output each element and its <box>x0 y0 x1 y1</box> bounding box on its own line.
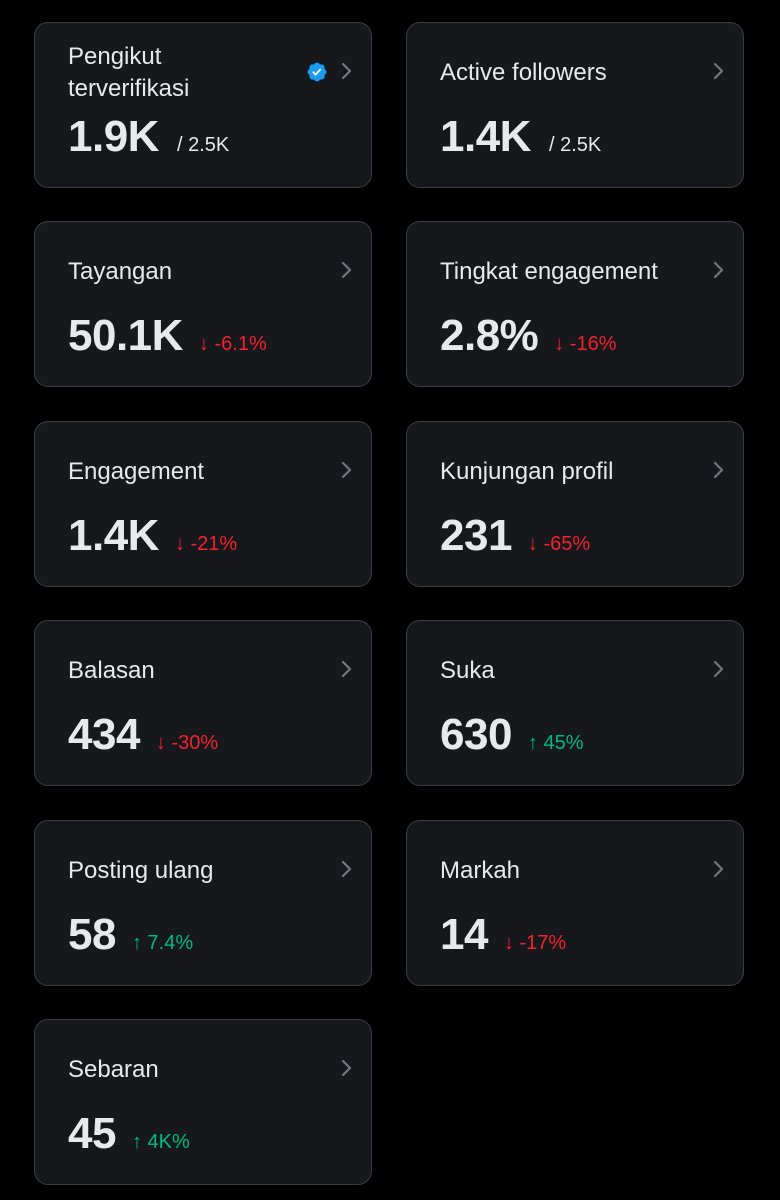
card-label: Suka <box>440 657 495 684</box>
card-value-row: 1.9K / 2.5K <box>68 113 229 161</box>
card-label: Sebaran <box>68 1056 159 1083</box>
chevron-right-icon <box>713 660 724 678</box>
card-label: Engagement <box>68 458 205 485</box>
card-balasan[interactable]: Balasan 434 ↓ -30% <box>34 620 372 786</box>
verified-badge-icon <box>307 62 327 82</box>
card-suka[interactable]: Suka 630 ↑ 45% <box>406 620 744 786</box>
chevron-right-icon <box>713 62 724 80</box>
card-value: 434 <box>68 710 140 759</box>
chevron-right-icon <box>713 261 724 279</box>
chevron-right-icon <box>341 62 352 80</box>
chevron-right-icon <box>713 860 724 878</box>
card-label: Pengikut terverifikasi <box>68 43 190 102</box>
card-value-row: 1.4K / 2.5K <box>440 113 601 161</box>
card-change: ↓ -30% <box>155 732 219 754</box>
card-change: ↓ -16% <box>554 333 617 355</box>
card-change: ↑ 4K% <box>131 1131 190 1153</box>
card-label: Tingkat engagement <box>440 258 658 285</box>
card-value: 1.4K <box>68 511 159 560</box>
card-value-row: 50.1K ↓ -6.1% <box>68 312 267 360</box>
chevron-right-icon <box>341 261 352 279</box>
card-tingkat-engagement[interactable]: Tingkat engagement 2.8% ↓ -16% <box>406 221 744 387</box>
card-kunjungan-profil[interactable]: Kunjungan profil 231 ↓ -65% <box>406 421 744 587</box>
card-value: 1.9K <box>68 112 159 161</box>
card-pengikut-terverifikasi[interactable]: Pengikut terverifikasi 1.9K / 2.5K <box>34 22 372 188</box>
card-active-followers[interactable]: Active followers 1.4K / 2.5K <box>406 22 744 188</box>
card-value: 50.1K <box>68 311 183 360</box>
card-value: 2.8% <box>440 311 539 360</box>
card-value: 45 <box>68 1109 116 1158</box>
chevron-right-icon <box>341 860 352 878</box>
card-markah[interactable]: Markah 14 ↓ -17% <box>406 820 744 986</box>
card-change: ↑ 7.4% <box>131 932 194 954</box>
card-posting-ulang[interactable]: Posting ulang 58 ↑ 7.4% <box>34 820 372 986</box>
card-value-row: 2.8% ↓ -16% <box>440 312 617 360</box>
card-value: 14 <box>440 910 488 959</box>
card-label: Active followers <box>440 59 607 86</box>
card-value-row: 58 ↑ 7.4% <box>68 911 193 959</box>
card-value-row: 231 ↓ -65% <box>440 512 590 560</box>
card-value-row: 1.4K ↓ -21% <box>68 512 237 560</box>
card-label: Markah <box>440 857 521 884</box>
card-value-row: 434 ↓ -30% <box>68 711 218 759</box>
card-value-row: 45 ↑ 4K% <box>68 1110 190 1158</box>
card-value: 630 <box>440 710 512 759</box>
card-engagement[interactable]: Engagement 1.4K ↓ -21% <box>34 421 372 587</box>
card-total: / 2.5K <box>176 134 230 156</box>
card-value-row: 14 ↓ -17% <box>440 911 566 959</box>
card-label: Kunjungan profil <box>440 458 614 485</box>
card-change: ↓ -21% <box>174 533 238 555</box>
card-label: Tayangan <box>68 258 173 285</box>
chevron-right-icon <box>341 660 352 678</box>
card-change: ↑ 45% <box>527 732 584 754</box>
card-value: 58 <box>68 910 116 959</box>
card-value-row: 630 ↑ 45% <box>440 711 584 759</box>
card-change: ↓ -17% <box>503 932 567 954</box>
card-label: Posting ulang <box>68 857 214 884</box>
chevron-right-icon <box>341 461 352 479</box>
card-value: 231 <box>440 511 512 560</box>
card-change: ↓ -6.1% <box>198 333 267 355</box>
card-value: 1.4K <box>440 112 531 161</box>
card-total: / 2.5K <box>548 134 602 156</box>
card-tayangan[interactable]: Tayangan 50.1K ↓ -6.1% <box>34 221 372 387</box>
card-label: Balasan <box>68 657 155 684</box>
card-change: ↓ -65% <box>527 533 591 555</box>
chevron-right-icon <box>341 1059 352 1077</box>
chevron-right-icon <box>713 461 724 479</box>
card-sebaran[interactable]: Sebaran 45 ↑ 4K% <box>34 1019 372 1185</box>
